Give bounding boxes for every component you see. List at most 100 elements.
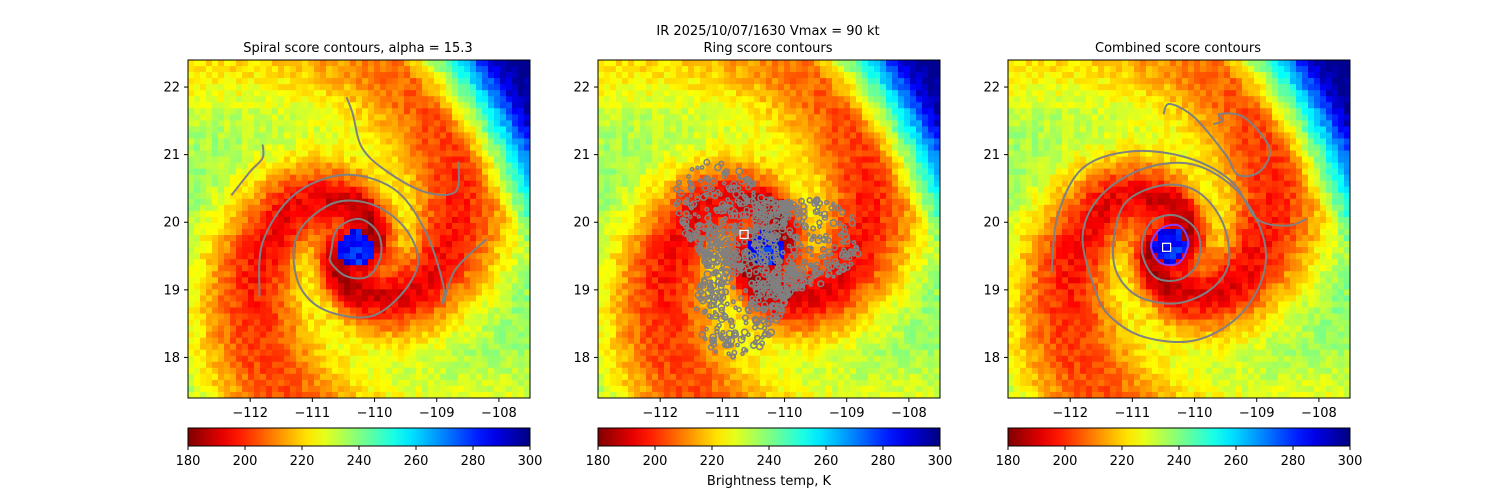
heatmap-cell	[230, 337, 237, 345]
heatmap-cell	[622, 168, 629, 176]
heatmap-cell	[386, 313, 393, 321]
heatmap-cell	[428, 186, 435, 194]
heatmap-cell	[272, 391, 279, 398]
heatmap-cell	[820, 162, 827, 170]
heatmap-cell	[296, 90, 303, 97]
heatmap-cell	[856, 84, 863, 91]
heatmap-cell	[446, 355, 453, 363]
heatmap-cell	[658, 168, 665, 176]
heatmap-cell	[290, 367, 297, 375]
heatmap-cell	[416, 114, 423, 121]
heatmap-cell	[880, 144, 887, 152]
heatmap-cell	[200, 210, 207, 218]
heatmap-cell	[398, 319, 405, 327]
heatmap-cell	[434, 319, 441, 327]
heatmap-cell	[820, 78, 827, 85]
heatmap-cell	[284, 277, 291, 284]
heatmap-cell	[634, 120, 641, 127]
heatmap-cell	[512, 355, 519, 363]
heatmap-cell	[350, 138, 357, 146]
heatmap-cell	[838, 204, 845, 212]
heatmap-cell	[622, 174, 629, 182]
heatmap-cell	[512, 301, 519, 309]
heatmap-cell	[332, 361, 339, 369]
heatmap-cell	[308, 289, 315, 296]
heatmap-cell	[428, 271, 435, 278]
heatmap-cell	[332, 301, 339, 309]
heatmap-cell	[308, 156, 315, 164]
heatmap-cell	[446, 313, 453, 321]
heatmap-cell	[422, 337, 429, 345]
heatmap-cell	[206, 361, 213, 369]
heatmap-cell	[524, 144, 530, 152]
heatmap-cell	[350, 108, 357, 115]
heatmap-cell	[254, 253, 261, 260]
heatmap-cell	[700, 114, 707, 121]
heatmap-cell	[320, 301, 327, 309]
heatmap-cell	[350, 373, 357, 381]
heatmap-cell	[640, 126, 647, 134]
heatmap-cell	[404, 72, 411, 79]
heatmap-cell	[368, 283, 375, 290]
heatmap-cell	[760, 126, 767, 134]
heatmap-cell	[452, 186, 459, 194]
heatmap-cell	[344, 295, 351, 303]
heatmap-cell	[248, 150, 255, 158]
heatmap-cell	[398, 373, 405, 381]
heatmap-cell	[754, 192, 761, 200]
heatmap-cell	[892, 222, 899, 230]
heatmap-cell	[622, 198, 629, 206]
heatmap-cell	[706, 162, 713, 170]
heatmap-cell	[308, 307, 315, 315]
heatmap-cell	[772, 84, 779, 91]
heatmap-cell	[634, 96, 641, 103]
heatmap-cell	[928, 78, 935, 85]
heatmap-cell	[338, 241, 345, 248]
heatmap-cell	[434, 216, 441, 224]
heatmap-cell	[314, 132, 321, 140]
heatmap-cell	[688, 126, 695, 134]
heatmap-cell	[218, 259, 225, 266]
heatmap-cell	[610, 180, 617, 188]
heatmap-cell	[826, 96, 833, 103]
heatmap-cell	[790, 114, 797, 121]
heatmap-cell	[808, 180, 815, 188]
heatmap-cell	[922, 90, 929, 97]
heatmap-cell	[446, 222, 453, 230]
heatmap-cell	[922, 120, 929, 127]
heatmap-cell	[512, 156, 519, 164]
heatmap-cell	[218, 331, 225, 339]
heatmap-cell	[898, 186, 905, 194]
heatmap-cell	[188, 361, 195, 369]
heatmap-cell	[200, 319, 207, 327]
heatmap-cell	[356, 72, 363, 79]
heatmap-cell	[886, 114, 893, 121]
heatmap-cell	[278, 391, 285, 398]
heatmap-cell	[434, 180, 441, 188]
heatmap-cell	[598, 186, 605, 194]
heatmap-cell	[506, 174, 513, 182]
heatmap-cell	[658, 241, 665, 248]
heatmap-cell	[634, 204, 641, 212]
heatmap-cell	[934, 90, 940, 97]
heatmap-cell	[422, 108, 429, 115]
heatmap-cell	[308, 265, 315, 272]
heatmap-cell	[200, 138, 207, 146]
heatmap-cell	[434, 241, 441, 248]
heatmap-cell	[266, 150, 273, 158]
heatmap-cell	[470, 84, 477, 91]
heatmap-cell	[332, 204, 339, 212]
heatmap-cell	[404, 259, 411, 266]
heatmap-cell	[254, 84, 261, 91]
heatmap-cell	[380, 277, 387, 284]
heatmap-cell	[266, 144, 273, 152]
heatmap-cell	[904, 84, 911, 91]
heatmap-cell	[344, 174, 351, 182]
heatmap-cell	[440, 90, 447, 97]
heatmap-cell	[820, 72, 827, 79]
heatmap-cell	[518, 331, 525, 339]
heatmap-cell	[428, 78, 435, 85]
heatmap-cell	[296, 313, 303, 321]
heatmap-cell	[886, 229, 893, 236]
heatmap-cell	[628, 241, 635, 248]
